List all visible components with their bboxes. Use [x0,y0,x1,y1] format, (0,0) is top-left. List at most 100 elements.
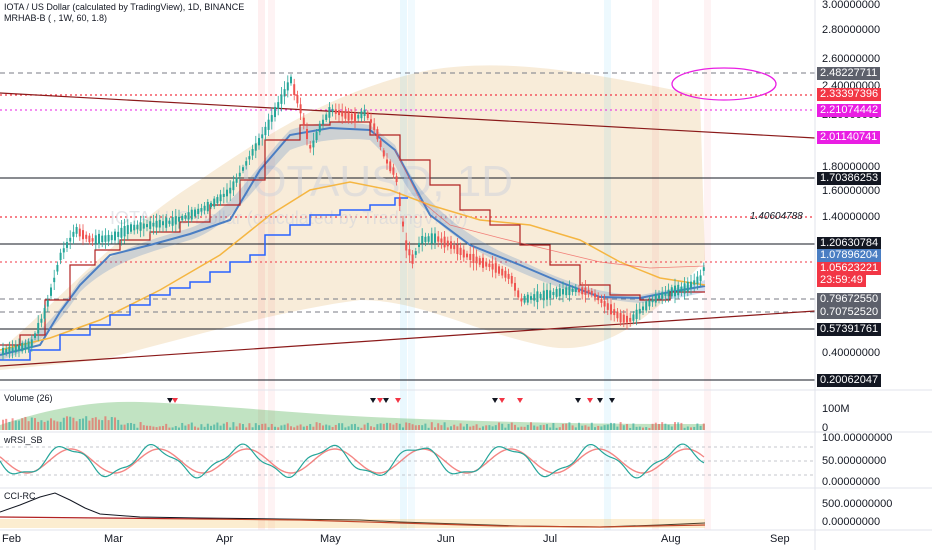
candle-body [46,300,49,307]
candle-body [600,299,603,303]
candle-body [139,222,142,231]
price-label-resistance[interactable]: 1.70386253 [817,172,882,185]
volume-bar [82,418,84,430]
candle-body [120,227,123,238]
candle-body [690,281,692,288]
price-label-bottom[interactable]: 0.20062047 [817,374,882,387]
time-axis-label: Feb [2,533,21,545]
cci-pane-label[interactable]: CCI-RC [4,491,36,501]
candle-body [168,220,171,224]
candle-body [485,261,488,267]
volume-bar [315,422,318,430]
candle-body [245,161,248,166]
volume-bar [366,422,369,430]
volume-bar [184,425,187,430]
candle-body [635,309,638,320]
volume-bar [344,427,347,430]
volume-bar [498,422,500,430]
volume-bar [219,425,222,430]
candle-body [277,102,280,110]
resistance-trendline[interactable] [0,92,816,139]
price-label-dashed-1[interactable]: 0.79672550 [817,293,882,306]
red-thin-line [394,149,706,269]
candle-body [334,109,337,114]
candle-body [603,301,606,307]
cci-signal-line [0,516,706,528]
candle-body [619,313,622,323]
candle-body [382,150,385,157]
volume-bar [274,426,276,430]
price-label-dashed-top[interactable]: 2.48227711 [817,67,881,80]
candle-body [235,177,238,183]
candle-body [440,238,443,243]
candle-body [677,284,680,296]
volume-bar [2,419,4,430]
cci-tick: 0.00000000 [822,516,881,528]
signal-marker [517,398,523,403]
candle-body [443,236,446,248]
price-label-magenta-1[interactable]: 2.21074442 [817,104,882,117]
candle-body [248,156,251,160]
candle-body [504,270,507,278]
volume-bar [107,420,110,430]
volume-bar [578,422,580,430]
price-label-level[interactable]: 1.20630784 [817,237,882,250]
wrsi-pane-label[interactable]: wRSI_SB [4,435,43,445]
price-label-magenta-2[interactable]: 2.01140741 [817,131,881,144]
volume-pane-label[interactable]: Volume (26) [4,393,53,403]
volume-bar [437,423,440,430]
candle-body [232,181,235,191]
volume-bar [194,426,196,430]
volume-bar [293,427,296,430]
candle-body [392,167,395,175]
candle-body [693,280,696,285]
volume-bar [254,423,257,430]
volume-bar [677,422,680,430]
candle-body [338,110,340,116]
volume-bar [702,423,705,430]
volume-bar [69,416,72,430]
candle-body [523,295,526,303]
price-label-current[interactable]: 1.05623221 [817,262,882,275]
candle-body [475,256,478,264]
candle-body [21,342,24,352]
watermark-symbol: IOTAUSD, 1D [240,157,513,206]
volume-bar [658,423,660,430]
volume-bar [130,422,132,430]
volume-bar [478,427,481,430]
candle-body [200,208,203,212]
volume-bar [392,424,395,430]
support-trendline[interactable] [0,310,816,367]
candle-body [398,197,401,207]
volume-bar [462,426,465,430]
price-candles[interactable] [2,74,705,361]
price-label-ma[interactable]: 1.07896204 [817,249,882,262]
volume-bar [488,425,491,430]
watermark-sub: IOTA / US Dollar (calculated by TradingV… [110,208,467,228]
volume-bar [574,427,577,430]
volume-bar [526,424,529,430]
candle-body [430,233,433,244]
volume-bar [40,420,43,430]
volume-bar [299,424,302,430]
volume-bar [206,423,209,430]
candle-body [261,134,264,139]
volume-bar [453,424,456,430]
volume-bar [238,423,241,430]
candle-body [302,117,305,125]
price-label-support[interactable]: 0.57391761 [817,323,882,336]
volume-bar [638,426,641,430]
candle-body [558,288,561,297]
price-label-dashed-2[interactable]: 0.70752520 [817,306,882,319]
volume-bar [5,418,8,430]
candle-body [258,138,260,146]
highlight-ellipse[interactable] [671,67,777,101]
price-label-red-high[interactable]: 2.33397396 [817,88,882,101]
volume-bar [24,416,27,430]
candle-body [114,231,116,241]
highlight-column [268,0,275,530]
candle-body [174,216,177,225]
volume-bar [126,423,129,430]
volume-area [0,401,705,430]
